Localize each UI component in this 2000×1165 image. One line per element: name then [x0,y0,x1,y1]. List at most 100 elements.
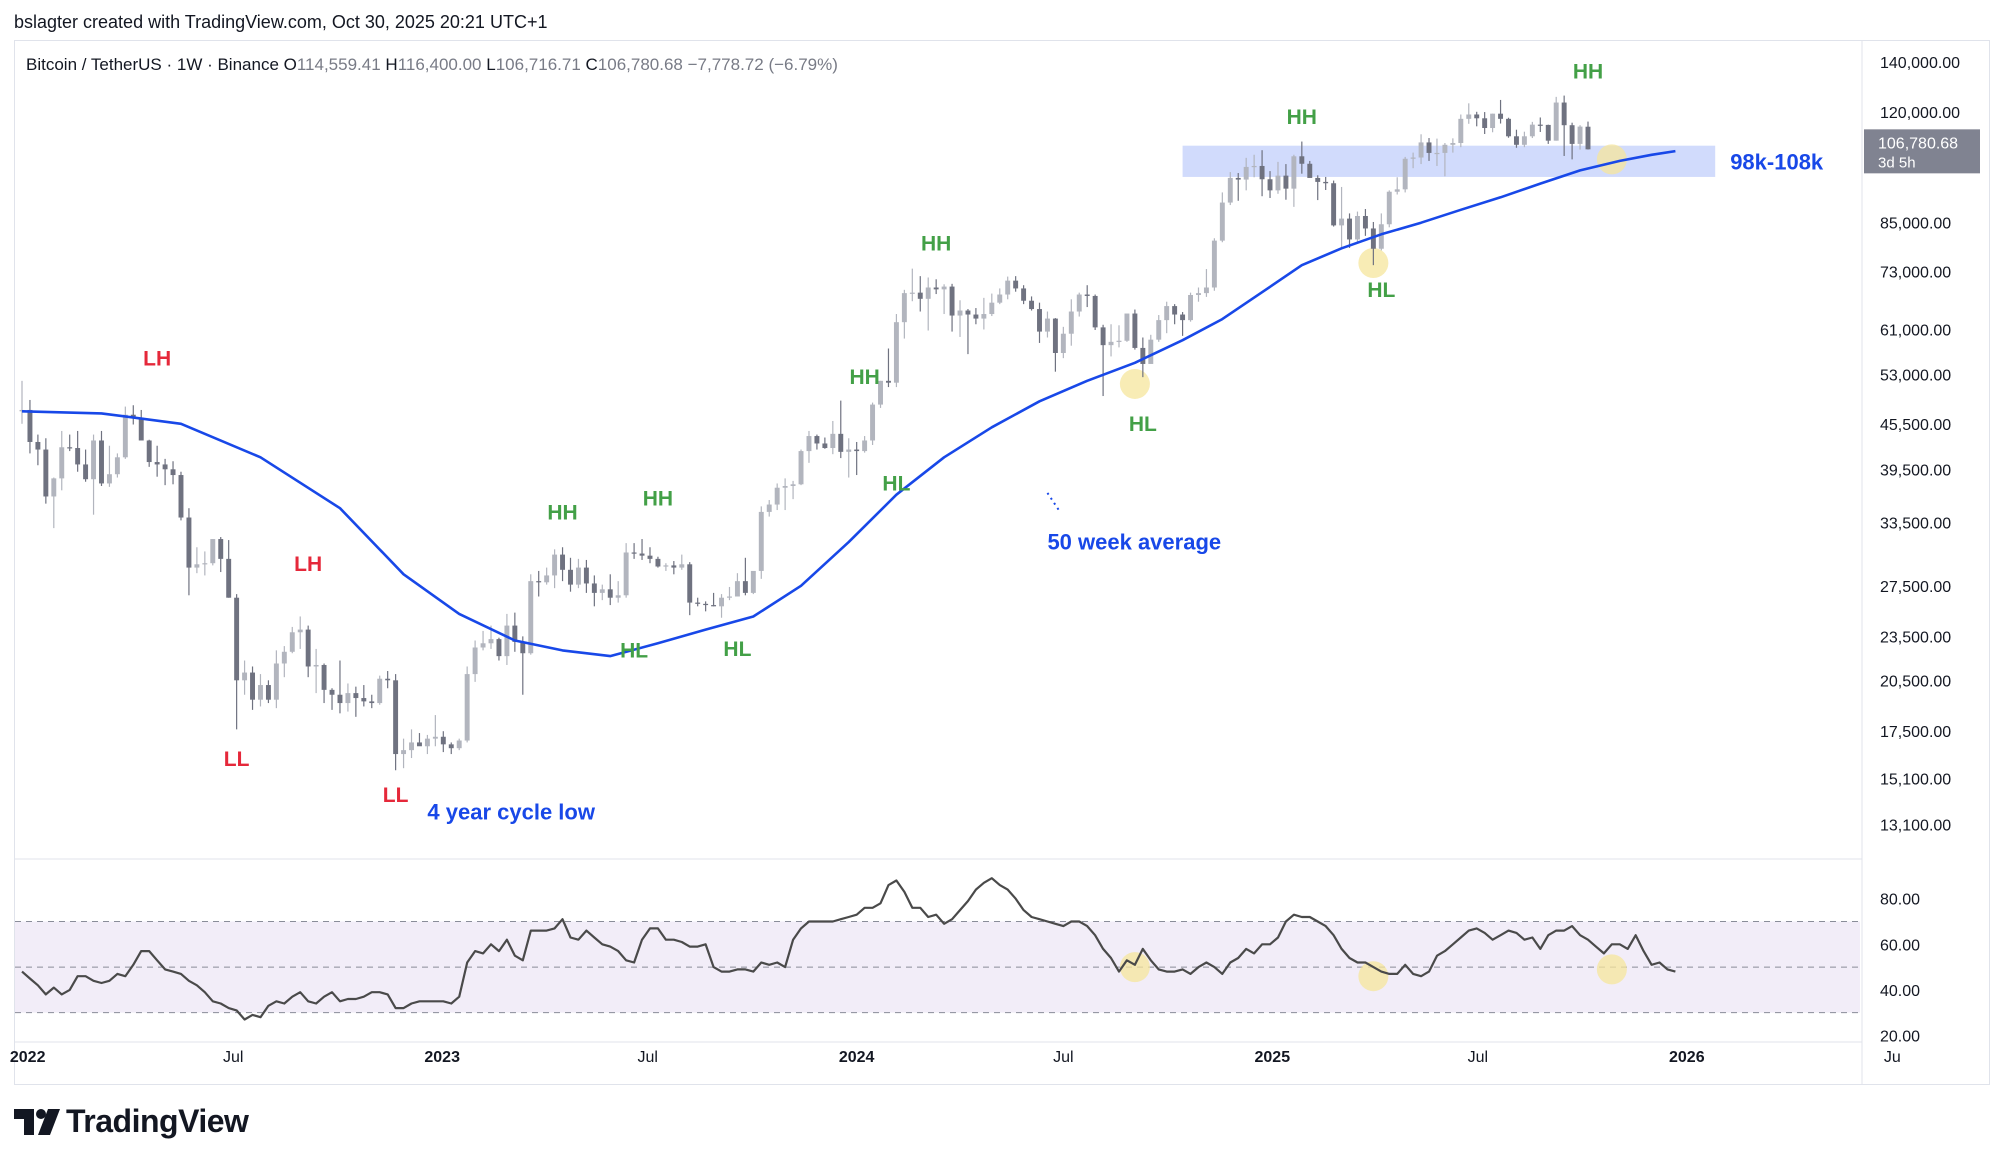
candle-body [1037,309,1042,332]
candle-body [560,554,566,570]
candle-body [1315,177,1321,182]
candle-body [146,440,152,463]
candle-body [67,447,73,449]
moving-average-line [21,149,1676,658]
candle-body [1140,347,1146,364]
candle-body [1156,320,1162,340]
candle-body [130,414,136,418]
candle-body [1084,294,1090,296]
candle-body [1021,288,1027,301]
chart-credit: bslagter created with TradingView.com, O… [14,12,548,32]
candle-body [1339,218,1345,226]
candle-body [790,484,796,487]
candle-body [631,552,637,554]
candle-body [1005,280,1011,295]
candle-body [1299,156,1305,164]
candle-body [345,693,351,704]
chart-annotation: 50 week average [1047,529,1221,554]
candle-body [83,464,89,480]
candle-body [1529,124,1535,137]
candle-body [1458,118,1464,144]
price-axis-tick: 20,500.00 [1880,673,1951,690]
candle-body [361,698,367,702]
price-axis-tick: 27,500.00 [1880,579,1951,596]
time-axis-tick: Jul [223,1049,243,1066]
candle-body [870,404,876,441]
candle-body [774,487,780,505]
chart-annotation: 4 year cycle low [427,800,595,825]
candle-body [806,436,812,452]
pivot-label: HH [1287,106,1317,129]
candle-body [1013,280,1019,289]
candle-body [1418,142,1424,158]
highlight-marker [1119,368,1150,399]
candle-body [1410,157,1416,159]
candle-body [822,443,828,449]
candle-body [401,750,407,755]
candle-body [226,558,232,598]
candle-body [1521,136,1527,145]
time-axis-tick: 2022 [10,1049,46,1066]
candle-body [1052,318,1058,353]
candle-body [1506,118,1511,137]
candle-body [1450,143,1456,145]
time-axis-tick: Jul [1468,1049,1488,1066]
candle-body [440,736,446,745]
candle-body [75,448,81,465]
candle-body [727,596,732,598]
candle-body [655,558,661,567]
candle-body [329,689,335,695]
tradingview-logo-label: TradingView [66,1103,249,1139]
candle-body [536,581,542,583]
candle-body [1116,340,1122,342]
time-axis-tick: Jul [1053,1049,1073,1066]
candle-body [416,742,422,747]
candle-body [305,629,311,667]
candle-body [1251,165,1257,168]
candle-body [814,436,820,444]
candle-body [234,597,240,681]
candle-body [583,567,589,584]
candle-body [591,583,597,593]
candle-body [480,643,486,648]
candle-body [273,663,279,700]
candle-body [385,678,391,681]
candle-body [504,625,510,657]
candle-body [178,475,184,518]
pivot-label: LL [224,748,250,771]
candle-body [719,597,724,607]
candle-body [1291,156,1297,189]
candle-body [639,553,645,556]
candle-body [1124,313,1130,341]
bar-countdown: 3d 5h [1878,154,1916,171]
candle-body [1474,114,1480,119]
tradingview-logo[interactable]: TradingView [14,1103,249,1140]
candle-body [432,736,438,739]
candle-body [758,511,764,571]
candle-body [671,565,677,568]
candle-body [965,310,971,315]
candle-body [878,380,883,405]
candle-body [1537,124,1543,126]
candle-body [997,294,1003,303]
candle-body [258,685,263,700]
candle-body [170,469,176,476]
candle-body [949,286,955,316]
pivot-label: LH [294,553,322,576]
support-zone-label: 98k-108k [1730,149,1824,174]
candle-body [448,744,454,749]
price-axis-tick: 73,000.00 [1880,265,1951,282]
candle-body [1092,295,1098,328]
candle-body [1180,314,1186,321]
ohlc-legend: Bitcoin / TetherUS · 1W · Binance O114,5… [26,55,838,74]
candle-body [528,581,534,654]
candle-body [369,701,375,704]
candle-body [1490,113,1496,129]
candle-body [1219,202,1225,241]
rsi-highlight-marker [1358,961,1389,992]
candle-body [766,504,772,512]
rsi-axis-tick: 20.00 [1880,1028,1920,1045]
candle-body [162,464,168,470]
candle-body [1235,177,1241,180]
